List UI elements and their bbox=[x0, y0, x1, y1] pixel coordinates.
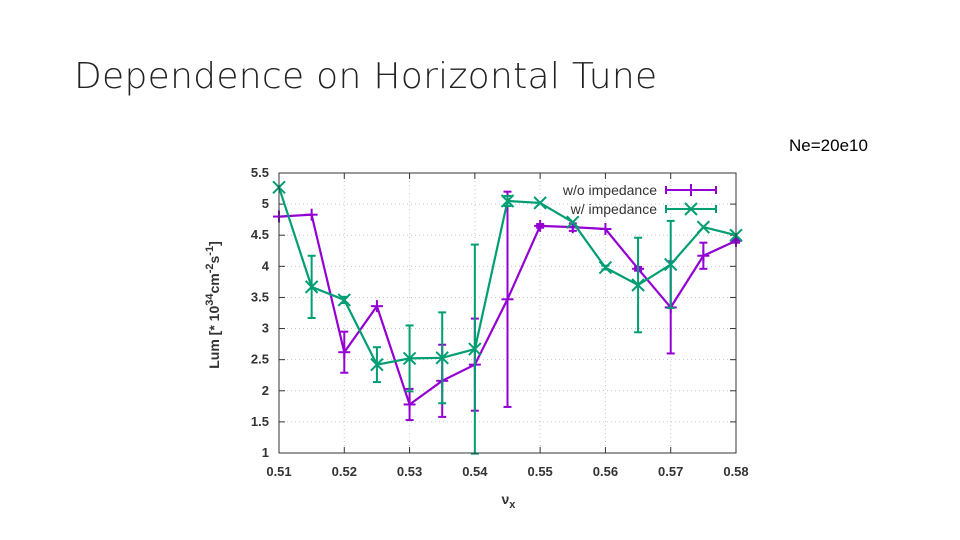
y-tick-label: 2 bbox=[262, 383, 269, 398]
data-point bbox=[631, 278, 645, 292]
x-tick-label: 0.52 bbox=[332, 464, 357, 479]
legend-marker bbox=[684, 202, 698, 216]
data-point bbox=[468, 342, 482, 356]
data-point bbox=[435, 351, 449, 365]
data-point bbox=[566, 215, 580, 229]
data-point bbox=[696, 220, 711, 234]
data-point bbox=[370, 357, 384, 372]
y-tick-label: 2.5 bbox=[251, 352, 269, 367]
y-tick-label: 1.5 bbox=[251, 414, 269, 429]
y-tick-label: 3 bbox=[262, 321, 269, 336]
legend-label: w/ impedance bbox=[570, 201, 658, 217]
data-point bbox=[500, 194, 515, 208]
data-point bbox=[402, 351, 417, 366]
y-tick-label: 4 bbox=[262, 258, 270, 273]
data-point bbox=[664, 257, 678, 272]
parameter-annotation: Ne=20e10 bbox=[789, 136, 868, 155]
y-label-exp2: -2 bbox=[204, 263, 216, 273]
x-tick-label: 0.55 bbox=[527, 464, 552, 479]
legend-label: w/o impedance bbox=[562, 182, 657, 198]
y-tick-label: 4.5 bbox=[251, 227, 269, 242]
y-label-suffix: ] bbox=[206, 241, 222, 246]
plot-frame bbox=[278, 172, 737, 454]
y-label-mid2: s bbox=[206, 255, 222, 263]
data-point bbox=[533, 196, 547, 210]
tick-labels: 1 1.5 2 2.5 3 3.5 4 4.5 5 5.5 0.51 0.52 0.53 0.54 0.55… bbox=[251, 165, 749, 479]
x-tick-label: 0.54 bbox=[462, 464, 488, 479]
data-point bbox=[598, 260, 613, 275]
series-with-impedance bbox=[272, 180, 743, 455]
y-label-prefix: Lum [* 10 bbox=[206, 306, 222, 369]
x-axis-label: νx bbox=[502, 491, 517, 511]
y-tick-label: 3.5 bbox=[251, 289, 269, 304]
data-point bbox=[337, 293, 351, 307]
slide-title: Dependence on Horizontal Tune bbox=[74, 56, 658, 97]
y-label-exp3: -1 bbox=[204, 246, 216, 256]
x-tick-label: 0.57 bbox=[658, 464, 683, 479]
legend: w/o impedance w/ impedance bbox=[562, 182, 717, 217]
y-tick-label: 5.5 bbox=[251, 165, 269, 180]
x-tick-label: 0.58 bbox=[723, 464, 748, 479]
x-tick-label: 0.51 bbox=[266, 464, 291, 479]
x-axis-label-sub: x bbox=[509, 499, 516, 511]
y-label-exp1: 34 bbox=[204, 293, 216, 306]
x-tick-label: 0.56 bbox=[593, 464, 618, 479]
y-tick-label: 1 bbox=[262, 445, 269, 460]
data-point bbox=[304, 280, 319, 294]
y-axis-label: Lum [* 1034cm-2s-1] bbox=[204, 241, 222, 369]
y-tick-label: 5 bbox=[262, 196, 269, 211]
x-tick-label: 0.53 bbox=[397, 464, 422, 479]
series bbox=[272, 180, 743, 455]
x-axis-label-main: ν bbox=[502, 491, 510, 507]
y-label-mid: cm bbox=[206, 273, 222, 293]
